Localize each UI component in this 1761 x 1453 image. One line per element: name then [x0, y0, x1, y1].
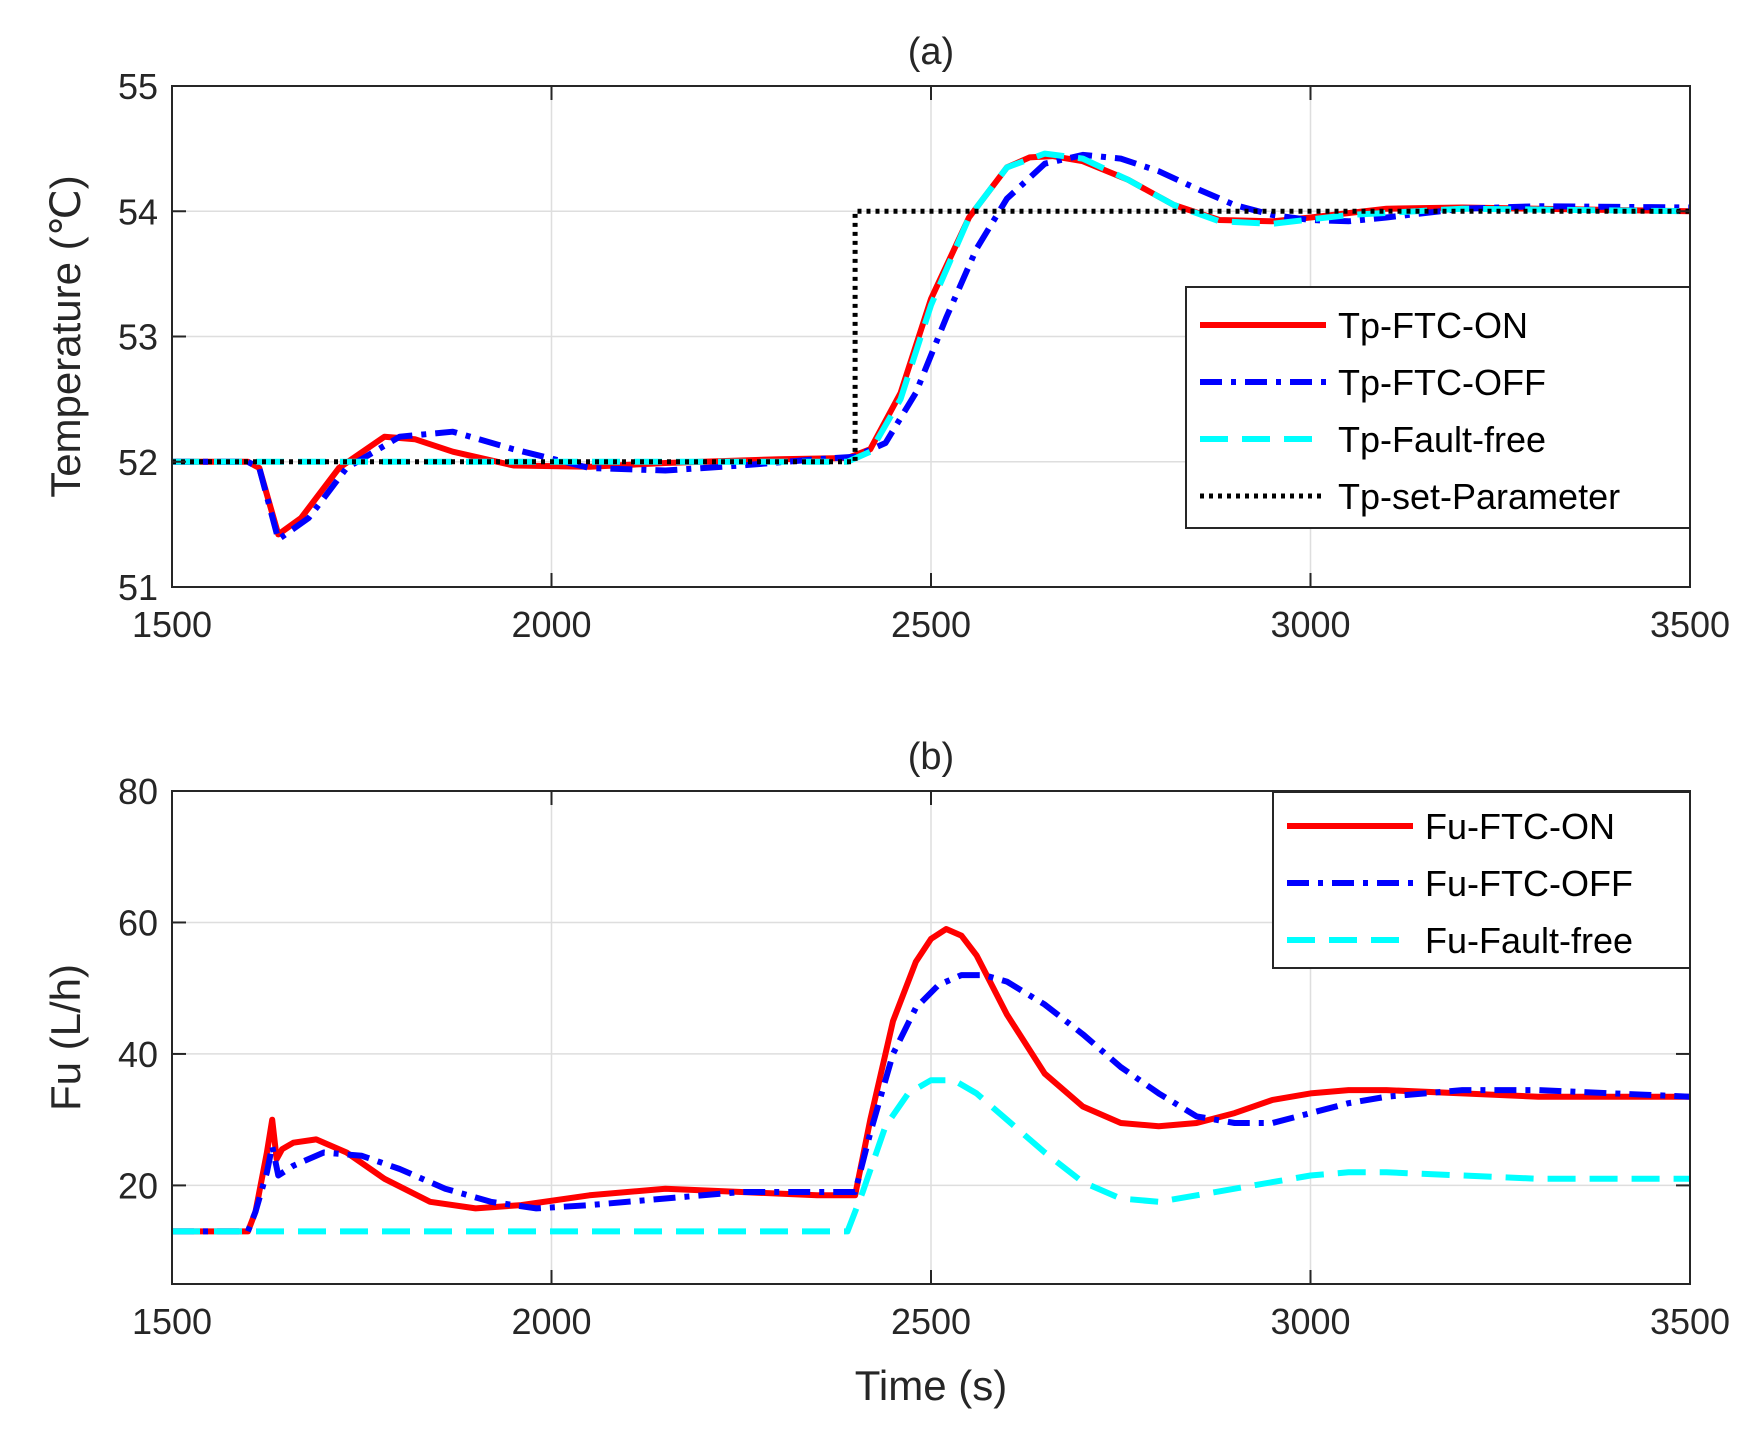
- x-tick-label: 1500: [132, 604, 212, 645]
- series-line-fu-ftc-off: [172, 972, 1690, 1235]
- y-axis-title: Fu (L/h): [42, 964, 89, 1111]
- legend: Tp-FTC-ON Tp-FTC-OFF Tp-Fault-free Tp-set-P…: [1185, 286, 1691, 529]
- legend-label-tp-set-parameter: Tp-set-Parameter: [1338, 476, 1620, 517]
- chart-title: (a): [908, 31, 954, 73]
- x-tick-label: 3000: [1270, 1301, 1350, 1342]
- y-tick-label: 52: [118, 442, 158, 483]
- x-tick-label: 2500: [891, 604, 971, 645]
- y-tick-label: 80: [118, 771, 158, 812]
- series-line-fu-ftc-on: [172, 926, 1690, 1235]
- legend-label-fu-fault-free: Fu-Fault-free: [1425, 920, 1633, 961]
- x-axis-title: Time (s): [855, 1362, 1007, 1409]
- series-line-fu-fault-free: [172, 1077, 1690, 1235]
- y-axis-title: Temperature (℃): [42, 175, 89, 498]
- legend-label-fu-ftc-off: Fu-FTC-OFF: [1425, 863, 1633, 904]
- y-tick-label: 20: [118, 1165, 158, 1206]
- panel-a: 1500 2000 2500 3000 3500 51 52 53 54 55 (a) Tempera…: [42, 31, 1730, 645]
- x-tick-label: 1500: [132, 1301, 212, 1342]
- series-group: [172, 926, 1690, 1235]
- x-tick-label: 3500: [1650, 604, 1730, 645]
- x-tick-label: 2500: [891, 1301, 971, 1342]
- legend-label-tp-ftc-on: Tp-FTC-ON: [1338, 305, 1528, 346]
- chart-title: (b): [908, 736, 954, 778]
- series-group: [172, 150, 1690, 543]
- legend-label-tp-ftc-off: Tp-FTC-OFF: [1338, 362, 1546, 403]
- legend: Fu-FTC-ON Fu-FTC-OFF Fu-Fault-free: [1272, 791, 1691, 969]
- x-tick-label: 2000: [511, 604, 591, 645]
- x-tick-label: 2000: [511, 1301, 591, 1342]
- legend-label-tp-fault-free: Tp-Fault-free: [1338, 419, 1546, 460]
- panel-b: 1500 2000 2500 3000 3500 20 40 60 80 (b) Fu (L/h) T…: [42, 736, 1730, 1409]
- y-tick-label: 51: [118, 567, 158, 608]
- y-tick-label: 53: [118, 317, 158, 358]
- series-line-tp-fault-free: [172, 150, 1690, 465]
- y-tick-label: 60: [118, 902, 158, 943]
- legend-label-fu-ftc-on: Fu-FTC-ON: [1425, 806, 1615, 847]
- x-tick-label: 3000: [1270, 604, 1350, 645]
- series-line-tp-set-parameter: [172, 208, 1690, 465]
- y-tick-label: 54: [118, 191, 158, 232]
- y-tick-label: 40: [118, 1034, 158, 1075]
- y-tick-label: 55: [118, 66, 158, 107]
- x-tick-label: 3500: [1650, 1301, 1730, 1342]
